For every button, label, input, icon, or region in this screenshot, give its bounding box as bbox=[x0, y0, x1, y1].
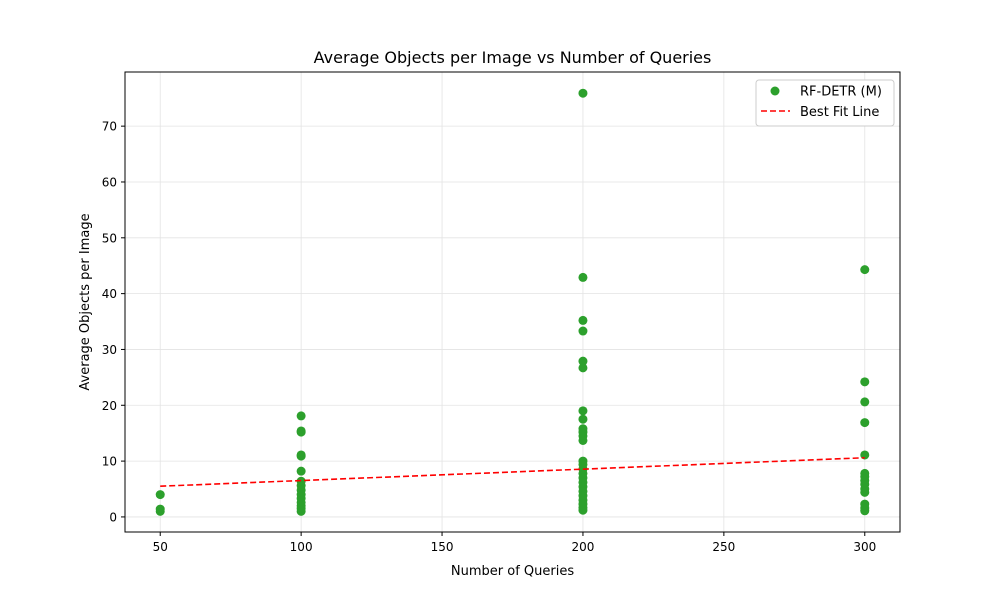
data-point bbox=[296, 411, 306, 421]
legend-marker-scatter bbox=[770, 86, 780, 96]
data-point bbox=[860, 506, 870, 516]
data-point bbox=[860, 487, 870, 497]
x-axis-label: Number of Queries bbox=[451, 564, 574, 579]
grid bbox=[125, 72, 900, 532]
x-tick-label: 150 bbox=[431, 540, 454, 554]
fit-layer bbox=[160, 456, 865, 488]
x-axis: 50 100 150 200 250 300 bbox=[153, 532, 876, 554]
y-axis-label: Average Objects per Image bbox=[78, 213, 93, 390]
y-tick-label: 50 bbox=[102, 231, 117, 245]
points-layer bbox=[155, 88, 870, 516]
legend-label-scatter: RF-DETR (M) bbox=[800, 85, 882, 100]
x-tick-label: 200 bbox=[572, 540, 595, 554]
x-tick-label: 50 bbox=[153, 540, 168, 554]
x-tick-label: 250 bbox=[712, 540, 735, 554]
data-point bbox=[860, 377, 870, 387]
y-axis: 0 10 20 30 40 50 60 70 bbox=[102, 120, 125, 524]
y-tick-label: 10 bbox=[102, 455, 117, 469]
data-point bbox=[155, 490, 165, 500]
legend-label-fit: Best Fit Line bbox=[800, 105, 879, 120]
data-point bbox=[578, 406, 588, 416]
data-point bbox=[578, 435, 588, 445]
best-fit-line bbox=[160, 456, 865, 488]
data-point bbox=[860, 418, 870, 428]
data-point bbox=[578, 414, 588, 424]
x-tick-label: 300 bbox=[853, 540, 876, 554]
data-point bbox=[578, 356, 588, 366]
data-point bbox=[296, 506, 306, 516]
data-point bbox=[860, 397, 870, 407]
data-point bbox=[296, 466, 306, 476]
x-tick-label: 100 bbox=[290, 540, 313, 554]
y-tick-label: 20 bbox=[102, 399, 117, 413]
y-tick-label: 0 bbox=[109, 510, 117, 524]
legend: RF-DETR (M) Best Fit Line bbox=[755, 79, 895, 127]
data-point bbox=[578, 363, 588, 373]
data-point bbox=[296, 451, 306, 461]
y-tick-label: 70 bbox=[102, 120, 117, 134]
y-tick-label: 40 bbox=[102, 287, 117, 301]
y-tick-label: 60 bbox=[102, 175, 117, 189]
data-point bbox=[578, 326, 588, 336]
chart-title: Average Objects per Image vs Number of Q… bbox=[314, 48, 712, 67]
plot-frame bbox=[124, 71, 901, 533]
data-point bbox=[578, 315, 588, 325]
y-tick-label: 30 bbox=[102, 343, 117, 357]
data-point bbox=[296, 427, 306, 437]
data-point bbox=[155, 506, 165, 516]
data-point bbox=[860, 265, 870, 275]
legend-box bbox=[755, 79, 895, 127]
data-point bbox=[578, 88, 588, 98]
data-point bbox=[578, 272, 588, 282]
data-point bbox=[578, 505, 588, 515]
